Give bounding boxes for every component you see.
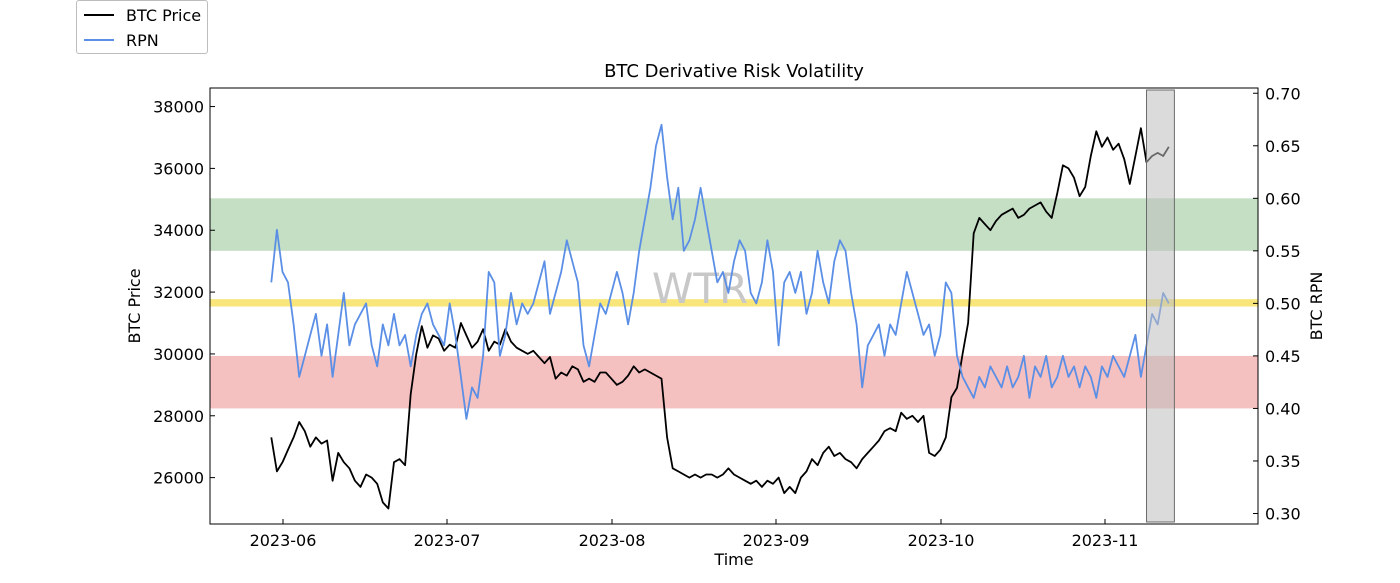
left-y-tick-label: 36000: [153, 159, 204, 178]
left-y-tick-label: 30000: [153, 345, 204, 364]
right-y-tick-label: 0.65: [1265, 137, 1301, 156]
left-y-axis-label: BTC Price: [125, 268, 144, 343]
left-y-tick-label: 32000: [153, 283, 204, 302]
right-y-tick-label: 0.45: [1265, 347, 1301, 366]
x-tick-label: 2023-10: [908, 531, 975, 550]
left-y-tick-label: 34000: [153, 221, 204, 240]
x-tick-label: 2023-09: [743, 531, 810, 550]
legend-item-btc-price: BTC Price: [84, 4, 201, 26]
yellow-line-band: [210, 299, 1258, 307]
right-y-tick-label: 0.55: [1265, 242, 1301, 261]
right-y-axis-label: BTC RPN: [1307, 272, 1326, 341]
x-tick-label: 2023-06: [250, 531, 317, 550]
left-y-tick-label: 28000: [153, 407, 204, 426]
series-line-btc-price: [270, 127, 1170, 510]
watermark: WTR: [652, 264, 748, 313]
x-tick-label: 2023-11: [1072, 531, 1139, 550]
legend-item-rpn: RPN: [84, 29, 159, 51]
legend-swatch-rpn: [84, 39, 114, 41]
legend: BTC Price RPN: [76, 0, 208, 54]
green-zone-band: [210, 198, 1258, 251]
legend-label-btc-price: BTC Price: [126, 5, 202, 25]
right-y-tick-label: 0.30: [1265, 504, 1301, 523]
x-axis-label: Time: [713, 550, 753, 569]
x-tick-label: 2023-07: [414, 531, 481, 550]
highlight-region: [1146, 89, 1175, 523]
red-zone-band: [210, 355, 1258, 409]
right-y-tick-label: 0.50: [1265, 294, 1301, 313]
chart-title: BTC Derivative Risk Volatility: [604, 61, 864, 82]
x-tick-label: 2023-08: [579, 531, 646, 550]
right-y-tick-label: 0.40: [1265, 399, 1301, 418]
legend-label-rpn: RPN: [126, 30, 159, 50]
right-y-tick-label: 0.70: [1265, 84, 1301, 103]
left-y-tick-label: 38000: [153, 98, 204, 117]
legend-swatch-btc-price: [84, 14, 114, 16]
series-line-rpn: [270, 123, 1170, 420]
right-y-tick-label: 0.60: [1265, 189, 1301, 208]
right-y-tick-label: 0.35: [1265, 452, 1301, 471]
plot-frame: [209, 87, 1259, 525]
left-y-tick-label: 26000: [153, 469, 204, 488]
